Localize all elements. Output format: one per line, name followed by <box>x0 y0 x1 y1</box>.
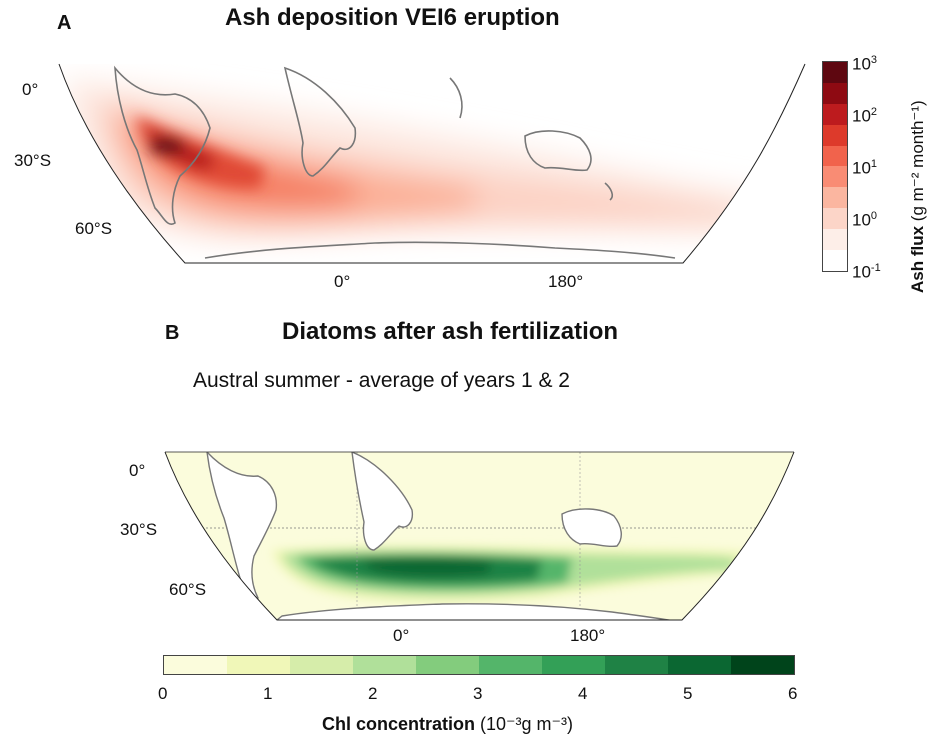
panel-b-lat-0: 0° <box>129 461 146 480</box>
chl-swatch-7 <box>605 656 668 674</box>
ash-swatch-6 <box>823 124 847 146</box>
ash-tick-1e2: 102 <box>852 106 878 126</box>
panel-b-lon-0: 0° <box>393 626 410 645</box>
panel-b-lat-30s: 30°S <box>120 520 158 539</box>
ash-swatch-5 <box>823 145 847 167</box>
diatom-chl-map <box>164 451 795 621</box>
ash-swatch-1 <box>823 229 847 251</box>
ash-flux-colorbar <box>822 61 848 272</box>
ash-swatch-8 <box>823 82 847 104</box>
chl-tick-1: 1 <box>263 684 273 703</box>
ash-swatch-3 <box>823 187 847 209</box>
ash-tick-1e1: 101 <box>852 158 878 178</box>
ash-tick-1em1: 10-1 <box>852 262 881 282</box>
ash-colorbar-label: Ash flux (g m⁻² month⁻¹) <box>908 100 927 293</box>
chl-tick-3: 3 <box>473 684 483 703</box>
ash-swatch-7 <box>823 103 847 125</box>
panel-a-letter: A <box>57 12 72 34</box>
panel-b-subtitle: Austral summer - average of years 1 & 2 <box>193 369 570 392</box>
chl-swatch-9 <box>731 656 794 674</box>
chl-swatch-5 <box>479 656 542 674</box>
panel-b-lon-180: 180° <box>570 626 606 645</box>
chl-tick-2: 2 <box>368 684 378 703</box>
panel-b-title: Diatoms after ash fertilization <box>282 318 619 345</box>
panel-a-lon-0: 0° <box>334 272 351 291</box>
ash-swatch-4 <box>823 166 847 188</box>
coastlines-a <box>114 65 676 259</box>
chl-swatch-6 <box>542 656 605 674</box>
chl-colorbar-label: Chl concentration (10⁻³g m⁻³) <box>322 714 574 734</box>
chl-swatch-2 <box>290 656 353 674</box>
chl-swatch-4 <box>416 656 479 674</box>
chl-swatch-3 <box>353 656 416 674</box>
ash-deposition-map <box>58 63 806 264</box>
panel-b-lat-60s: 60°S <box>169 580 207 599</box>
panel-a-title: Ash deposition VEI6 eruption <box>225 4 560 31</box>
chl-swatch-0 <box>164 656 227 674</box>
chl-colorbar-ticks: 0 1 2 3 4 5 6 <box>158 684 798 706</box>
chl-tick-5: 5 <box>683 684 693 703</box>
panel-a-lat-0: 0° <box>22 80 39 99</box>
panel-a-lon-180: 180° <box>548 272 584 291</box>
chl-tick-6: 6 <box>788 684 798 703</box>
chl-tick-0: 0 <box>158 684 168 703</box>
map-a-border <box>58 63 806 264</box>
ash-swatch-0 <box>823 250 847 271</box>
chl-swatch-8 <box>668 656 731 674</box>
ash-tick-1e3: 103 <box>852 54 878 74</box>
chl-colorbar <box>163 655 795 675</box>
panel-a-lat-60s: 60°S <box>75 219 113 238</box>
ash-swatch-9 <box>823 61 847 83</box>
ash-tick-1e0: 100 <box>852 210 878 230</box>
ash-swatch-2 <box>823 208 847 230</box>
map-b-border <box>164 451 795 621</box>
chl-tick-4: 4 <box>578 684 588 703</box>
panel-a-lat-30s: 30°S <box>14 151 52 170</box>
coastlines-b <box>206 452 693 620</box>
panel-b-letter: B <box>165 322 180 344</box>
chl-swatch-1 <box>227 656 290 674</box>
